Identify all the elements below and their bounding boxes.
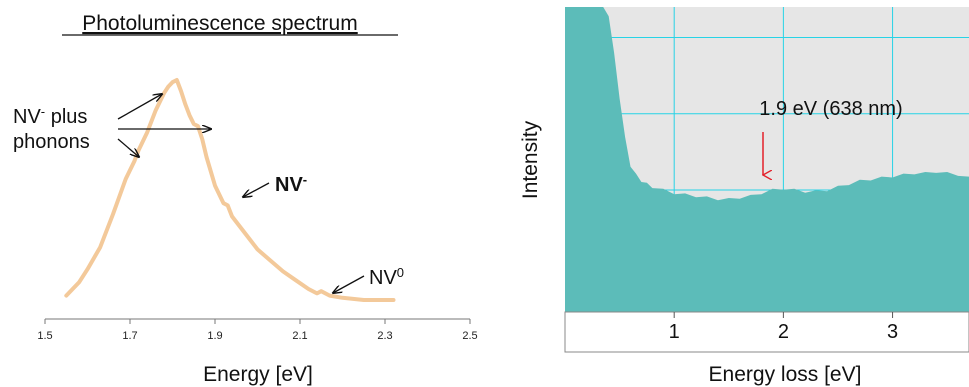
eels-spectrum-area	[565, 7, 969, 312]
pl-x-tick-label: 2.1	[292, 330, 307, 342]
pl-spectrum-line	[64, 78, 396, 302]
pl-x-tick-label: 1.5	[37, 330, 52, 342]
eels-axis-strip	[564, 311, 969, 353]
eels-x-ticks: 1 2 3	[669, 312, 898, 343]
pl-x-tick-label: 1.9	[207, 330, 222, 342]
eels-x-tick-label: 1	[669, 321, 680, 343]
nv-minus-label: NV-	[275, 172, 307, 197]
pl-x-ticks: 1.5 1.7 1.9 2.1 2.3 2.5	[37, 319, 478, 342]
arrow-to-pl-peak	[117, 94, 162, 120]
nv-phonons-label-line2: phonons	[13, 131, 90, 153]
pl-spectrum-chart: Photoluminescence spectrum 1.5 1.7 1.9 2.1 2…	[13, 12, 478, 386]
pl-x-tick-label: 1.7	[122, 330, 137, 342]
arrow-to-nv-minus	[243, 182, 270, 197]
pl-x-axis-title: Energy [eV]	[203, 363, 313, 386]
nv-zero-label: NV0	[369, 265, 404, 290]
eels-spectrum-chart: 1 2 3 Energy loss [eV] Intensity 1.9 eV (6…	[519, 7, 969, 386]
eels-peak-label: 1.9 eV (638 nm)	[759, 98, 902, 120]
eels-x-axis-title: Energy loss [eV]	[709, 363, 862, 386]
arrow-to-pl-lower-shoulder	[117, 138, 139, 157]
pl-chart-title: Photoluminescence spectrum	[82, 12, 357, 35]
pl-x-tick-label: 2.3	[377, 330, 392, 342]
arrow-to-nv-zero	[333, 275, 365, 293]
nv-phonons-label-line1: NV- plus	[13, 104, 87, 129]
eels-x-tick-label: 2	[778, 321, 789, 343]
eels-y-axis-title: Intensity	[519, 120, 542, 199]
eels-x-tick-label: 3	[887, 321, 898, 343]
pl-x-tick-label: 2.5	[462, 330, 477, 342]
